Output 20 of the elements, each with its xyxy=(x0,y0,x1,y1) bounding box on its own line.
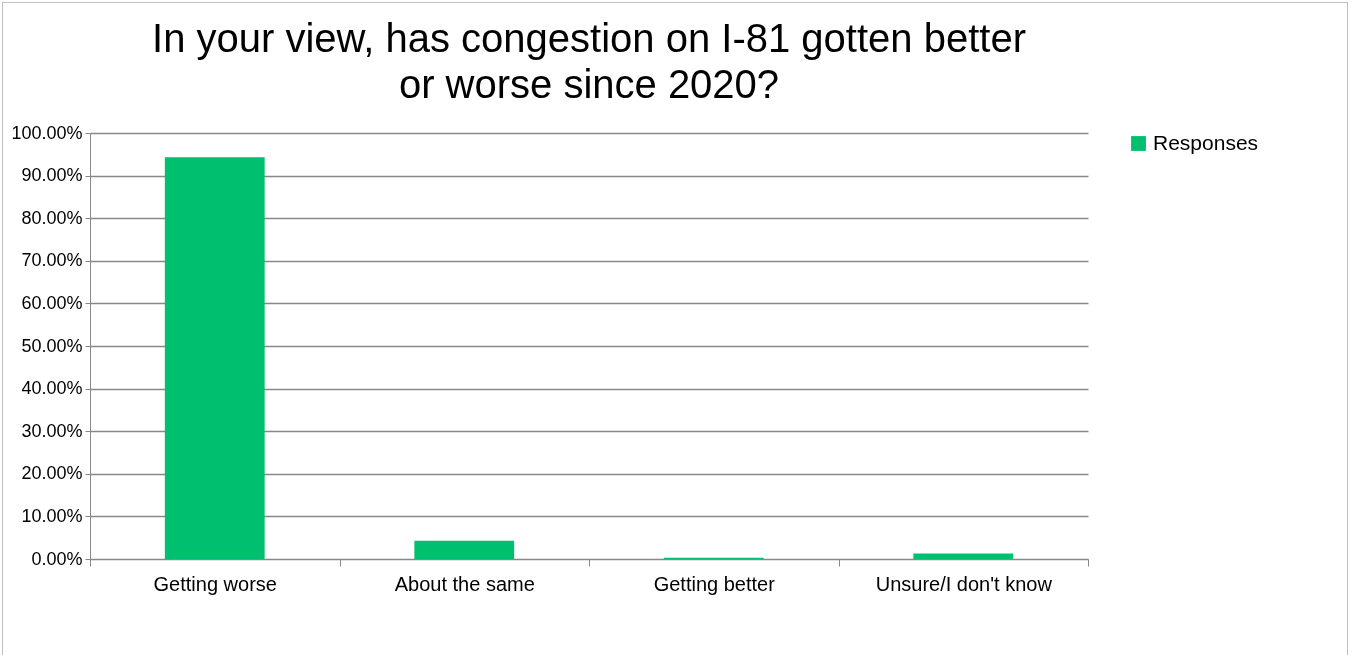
y-tick-label: 100.00% xyxy=(11,122,83,143)
y-tick-label: 40.00% xyxy=(21,378,83,399)
y-tick-label: 30.00% xyxy=(21,420,83,441)
x-tick-label: Getting better xyxy=(653,572,776,595)
legend-label: Responses xyxy=(1153,130,1259,154)
x-tick-label: Unsure/I don't know xyxy=(875,572,1053,595)
x-tick-label: About the same xyxy=(394,572,535,595)
y-tick-label: 90.00% xyxy=(21,165,83,186)
x-tick-label: Getting worse xyxy=(153,572,277,595)
y-tick-label: 80.00% xyxy=(21,207,83,228)
y-tick-label: 70.00% xyxy=(21,250,83,271)
chart-title: In your view, has congestion on I-81 gotten better or worse since 2020? xyxy=(152,16,1026,106)
bar xyxy=(913,553,1014,559)
y-tick-label: 10.00% xyxy=(21,505,83,526)
y-tick-label: 20.00% xyxy=(21,463,83,484)
bar xyxy=(414,540,515,559)
y-tick-label: 0.00% xyxy=(31,548,83,569)
y-tick-label: 50.00% xyxy=(21,335,83,356)
bar xyxy=(164,157,265,559)
y-tick-label: 60.00% xyxy=(21,292,83,313)
